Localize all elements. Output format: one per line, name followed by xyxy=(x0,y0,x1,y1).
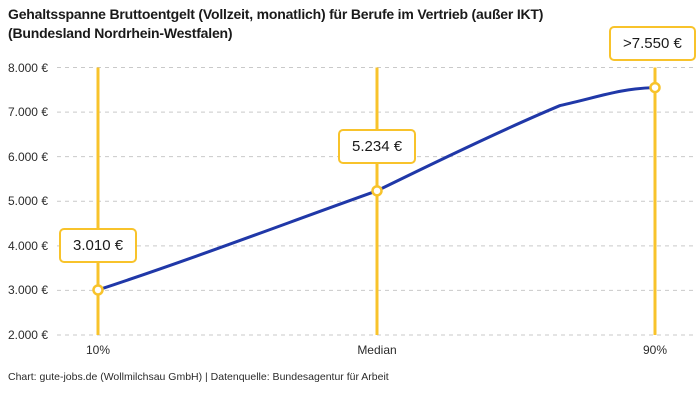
x-axis-tick-90pct: 90% xyxy=(642,343,668,357)
value-label-10pct: 3.010 € xyxy=(59,227,138,263)
data-point-marker[interactable] xyxy=(649,81,661,94)
x-axis-tick-10pct: 10% xyxy=(85,343,111,357)
salary-curve xyxy=(96,86,657,292)
y-axis-tick-label: 3.000 € xyxy=(7,283,48,298)
chart-title-line-2: (Bundesland Nordrhein-Westfalen) xyxy=(8,25,233,41)
chart-title-line-1: Gehaltsspanne Bruttoentgelt (Vollzeit, m… xyxy=(8,6,544,22)
value-label-median: 5.234 € xyxy=(338,128,417,164)
y-axis-tick-label: 5.000 € xyxy=(7,194,48,209)
y-axis-tick-label: 4.000 € xyxy=(7,238,48,253)
x-axis-tick-median: Median xyxy=(357,343,397,357)
value-label-90pct: >7.550 € xyxy=(609,25,696,61)
attribution-footer: Chart: gute-jobs.de (Wollmilchsau GmbH) … xyxy=(8,371,389,383)
y-axis-tick-label: 8.000 € xyxy=(7,60,48,75)
data-point-marker[interactable] xyxy=(92,284,104,296)
y-axis-tick-label: 6.000 € xyxy=(7,149,48,164)
chart-title: Gehaltsspanne Bruttoentgelt (Vollzeit, m… xyxy=(8,5,543,43)
y-axis-tick-label: 2.000 € xyxy=(7,328,48,342)
data-point-marker[interactable] xyxy=(371,185,383,197)
y-axis-tick-label: 7.000 € xyxy=(7,105,48,120)
